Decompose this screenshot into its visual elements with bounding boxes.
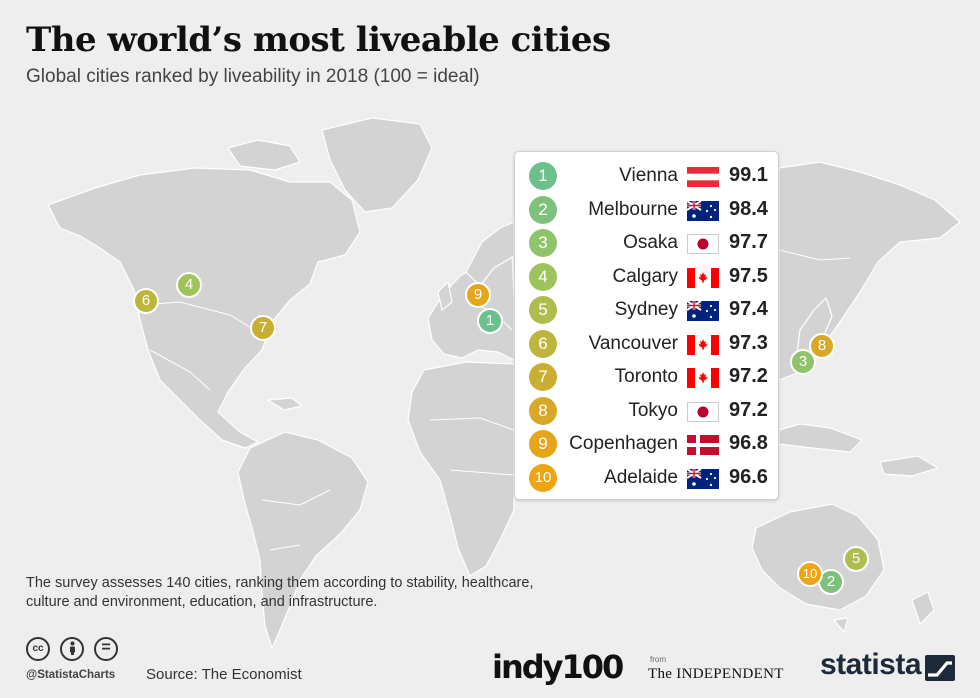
australia	[751, 503, 885, 611]
statista-handle[interactable]: @StatistaCharts	[26, 669, 116, 681]
from-label: from	[650, 655, 666, 664]
map-marker-toronto: 7	[250, 315, 276, 341]
page-subtitle: Global cities ranked by liveability in 2…	[26, 66, 480, 87]
city-name: Osaka	[623, 232, 678, 253]
survey-note: The survey assesses 140 cities, ranking …	[26, 575, 534, 610]
city-name: Adelaide	[604, 466, 678, 488]
rank-badge: 2	[529, 195, 557, 224]
map-marker-sydney: 5	[843, 546, 869, 572]
new-zealand	[911, 591, 935, 625]
caribbean	[267, 397, 303, 411]
city-name: Melbourne	[588, 198, 678, 220]
rank-badge: 6	[529, 329, 557, 358]
statista-logo-icon	[925, 655, 955, 681]
city-name: Sydney	[614, 299, 678, 320]
score-value: 99.1	[729, 164, 768, 186]
score-value: 97.7	[729, 231, 768, 253]
score-value: 97.3	[729, 331, 768, 354]
ranking-row: 7 Toronto 97.2	[515, 361, 780, 394]
rank-badge: 4	[529, 262, 557, 291]
map-marker-calgary: 4	[176, 272, 202, 298]
canada-flag-icon	[687, 267, 719, 288]
tasmania	[833, 617, 849, 633]
canada-flag-icon	[687, 368, 719, 388]
map-marker-vancouver: 6	[133, 288, 159, 314]
ranking-row: 8 Tokyo 97.2	[515, 395, 780, 428]
africa	[407, 361, 515, 577]
city-name: Tokyo	[628, 399, 678, 421]
rank-badge: 8	[529, 396, 557, 425]
ranking-row: 1 Vienna 99.1	[515, 160, 780, 193]
map-marker-adelaide: 10	[797, 561, 823, 587]
australia-flag-icon	[687, 301, 719, 321]
southeast-asia	[778, 423, 863, 453]
no-derivatives-icon: =	[94, 637, 118, 661]
page-title: The world’s most liveable cities	[26, 20, 611, 60]
australia-flag-icon	[687, 200, 719, 221]
ranking-row: 3 Osaka 97.7	[515, 227, 780, 260]
map-marker-copenhagen: 9	[465, 282, 491, 308]
map-marker-vienna: 1	[477, 308, 503, 334]
city-name: Vancouver	[588, 332, 678, 354]
score-value: 96.8	[729, 432, 768, 454]
attribution-icon	[60, 637, 84, 661]
rank-badge: 7	[529, 363, 557, 391]
rank-badge: 3	[529, 229, 557, 257]
denmark-flag-icon	[687, 435, 719, 455]
greenland	[321, 117, 433, 213]
indy100-logo-text: indy100	[492, 648, 624, 686]
rank-badge: 10	[529, 463, 557, 492]
city-name: Copenhagen	[569, 433, 678, 454]
score-value: 98.4	[729, 197, 768, 220]
rank-badge: 1	[529, 162, 557, 190]
new-guinea	[879, 455, 939, 477]
australia-flag-icon	[687, 468, 719, 489]
canada-flag-icon	[687, 334, 719, 355]
ranking-row: 2 Melbourne 98.4	[515, 194, 780, 227]
score-value: 97.4	[729, 298, 768, 320]
map-marker-tokyo: 8	[809, 333, 835, 359]
rank-badge: 9	[529, 430, 557, 458]
austria-flag-icon	[687, 167, 719, 187]
source-text: Source: The Economist	[146, 666, 302, 683]
rank-badge: 5	[529, 296, 557, 324]
score-value: 96.6	[729, 465, 768, 488]
uk	[437, 281, 453, 311]
ranking-legend: 1 Vienna 99.1 2 Melbourne 98.4 3 Osaka 9…	[514, 151, 779, 500]
statista-logo: statista	[820, 648, 922, 681]
score-value: 97.2	[729, 365, 768, 387]
ranking-row: 10 Adelaide 96.6	[515, 462, 780, 495]
score-value: 97.5	[729, 264, 768, 287]
indy100-logo: indy100	[492, 648, 624, 686]
ranking-row: 5 Sydney 97.4	[515, 294, 780, 327]
score-value: 97.2	[729, 398, 768, 421]
map-marker-melbourne: 2	[818, 569, 844, 595]
ranking-row: 4 Calgary 97.5	[515, 261, 780, 294]
japan-flag-icon	[687, 401, 719, 422]
arctic-islands	[227, 139, 301, 171]
japan-flag-icon	[687, 234, 719, 254]
creative-commons-icon: cc	[26, 637, 50, 661]
city-name: Calgary	[612, 265, 678, 287]
south-america	[237, 431, 369, 649]
city-name: Toronto	[614, 366, 678, 387]
independent-logo: The INDEPENDENT	[648, 666, 784, 682]
ranking-row: 9 Copenhagen 96.8	[515, 428, 780, 461]
city-name: Vienna	[619, 165, 678, 186]
ranking-row: 6 Vancouver 97.3	[515, 328, 780, 361]
